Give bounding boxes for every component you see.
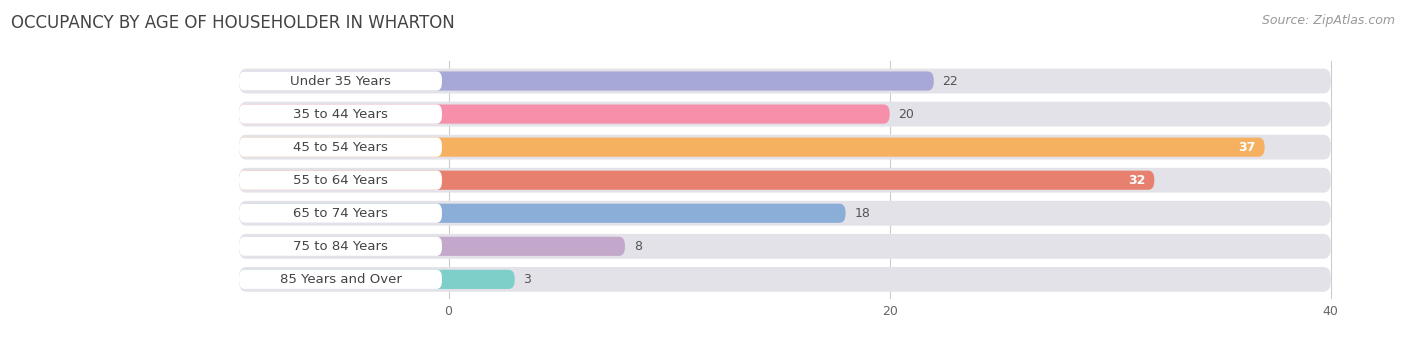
FancyBboxPatch shape: [239, 71, 934, 91]
FancyBboxPatch shape: [239, 71, 441, 91]
Text: 22: 22: [942, 74, 959, 87]
Text: 35 to 44 Years: 35 to 44 Years: [292, 107, 388, 121]
FancyBboxPatch shape: [239, 201, 1330, 226]
Text: Under 35 Years: Under 35 Years: [290, 74, 391, 87]
Text: 3: 3: [523, 273, 531, 286]
Text: 85 Years and Over: 85 Years and Over: [280, 273, 401, 286]
Text: 55 to 64 Years: 55 to 64 Years: [292, 174, 388, 187]
Text: 18: 18: [855, 207, 870, 220]
FancyBboxPatch shape: [239, 171, 1154, 190]
FancyBboxPatch shape: [239, 102, 1330, 126]
FancyBboxPatch shape: [239, 270, 515, 289]
FancyBboxPatch shape: [239, 270, 441, 289]
Text: 37: 37: [1239, 141, 1256, 154]
FancyBboxPatch shape: [239, 237, 626, 256]
Text: Source: ZipAtlas.com: Source: ZipAtlas.com: [1261, 14, 1395, 27]
FancyBboxPatch shape: [239, 171, 441, 190]
Text: 75 to 84 Years: 75 to 84 Years: [292, 240, 388, 253]
FancyBboxPatch shape: [239, 135, 1330, 159]
FancyBboxPatch shape: [239, 138, 1264, 157]
FancyBboxPatch shape: [239, 104, 890, 124]
Text: 8: 8: [634, 240, 641, 253]
FancyBboxPatch shape: [239, 267, 1330, 292]
Text: 45 to 54 Years: 45 to 54 Years: [292, 141, 388, 154]
Text: 20: 20: [898, 107, 914, 121]
FancyBboxPatch shape: [239, 168, 1330, 192]
Text: 65 to 74 Years: 65 to 74 Years: [292, 207, 388, 220]
FancyBboxPatch shape: [239, 237, 441, 256]
Text: OCCUPANCY BY AGE OF HOUSEHOLDER IN WHARTON: OCCUPANCY BY AGE OF HOUSEHOLDER IN WHART…: [11, 14, 456, 32]
FancyBboxPatch shape: [239, 69, 1330, 94]
Text: 32: 32: [1128, 174, 1146, 187]
FancyBboxPatch shape: [239, 204, 845, 223]
FancyBboxPatch shape: [239, 104, 441, 124]
FancyBboxPatch shape: [239, 204, 441, 223]
FancyBboxPatch shape: [239, 234, 1330, 259]
FancyBboxPatch shape: [239, 138, 441, 157]
